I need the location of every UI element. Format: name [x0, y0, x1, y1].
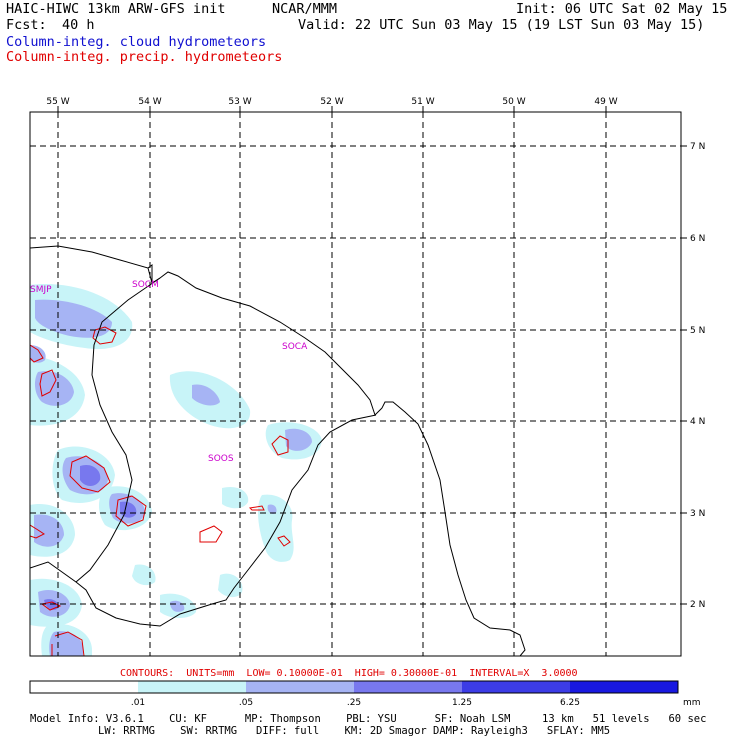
colorbar	[29, 680, 679, 694]
lon-label-51w: 51 W	[411, 97, 434, 107]
precip-contours	[30, 326, 291, 656]
lon-label-53w: 53 W	[228, 97, 251, 107]
lat-label-4n: 4 N	[690, 417, 705, 427]
model-info-line2: LW: RRTMG SW: RRTMG DIFF: full KM: 2D Sm…	[98, 725, 611, 737]
lat-label-2n: 2 N	[690, 600, 705, 610]
lon-label-54w: 54 W	[138, 97, 161, 107]
field-precip-title: Column-integ. precip. hydrometeors	[6, 49, 283, 65]
hydrometeor-shading	[30, 284, 322, 656]
map-frame	[29, 111, 682, 657]
lat-label-7n: 7 N	[690, 142, 705, 152]
field-cloud-title: Column-integ. cloud hydrometeors	[6, 34, 267, 50]
colorbar-tick-025: .25	[347, 698, 361, 708]
lat-label-3n: 3 N	[690, 509, 705, 519]
lon-label-50w: 50 W	[502, 97, 525, 107]
station-smjp: SMJP	[30, 285, 52, 295]
contours-info: CONTOURS: UNITS=mm LOW= 0.10000E-01 HIGH…	[120, 668, 578, 679]
lon-label-52w: 52 W	[320, 97, 343, 107]
valid-time: Valid: 22 UTC Sun 03 May 15 (19 LST Sun …	[298, 17, 705, 33]
lon-label-49w: 49 W	[594, 97, 617, 107]
lat-lon-grid	[30, 112, 681, 656]
station-soca: SOCA	[282, 342, 308, 352]
org-label: NCAR/MMM	[272, 1, 338, 17]
forecast-label: Fcst:	[6, 17, 47, 33]
station-socm: SOCM	[132, 280, 159, 290]
lat-label-6n: 6 N	[690, 234, 705, 244]
model-info-line1: Model Info: V3.6.1 CU: KF MP: Thompson P…	[30, 713, 707, 725]
lat-label-5n: 5 N	[690, 326, 705, 336]
station-soos: SOOS	[208, 454, 234, 464]
colorbar-unit: mm	[683, 698, 701, 708]
colorbar-tick-125: 1.25	[452, 698, 472, 708]
forecast-hour: 40 h	[62, 17, 95, 33]
coastline-borders	[30, 245, 526, 656]
lon-label-55w: 55 W	[46, 97, 69, 107]
colorbar-tick-001: .01	[131, 698, 145, 708]
model-title: HAIC-HIWC 13km ARW-GFS init	[6, 1, 226, 17]
colorbar-tick-005: .05	[239, 698, 253, 708]
init-time: Init: 06 UTC Sat 02 May 15	[516, 1, 728, 17]
colorbar-tick-625: 6.25	[560, 698, 580, 708]
